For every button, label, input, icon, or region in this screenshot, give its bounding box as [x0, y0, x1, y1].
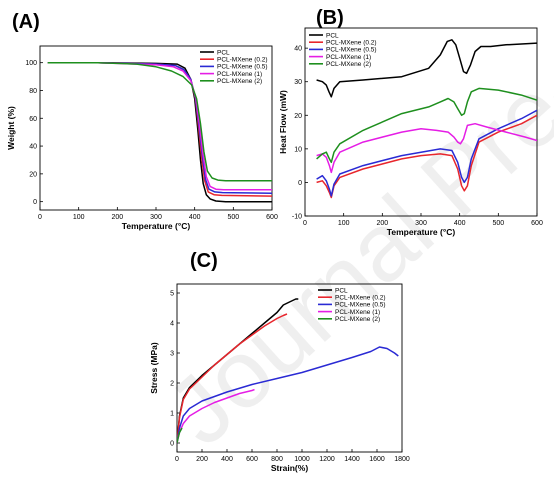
- panel-a-y-axis-label: Weight (%): [6, 106, 16, 150]
- panel-c-plot-frame: [176, 283, 403, 453]
- panel-b-x-tick-label: 0: [303, 220, 307, 227]
- panel-c-label: (C): [190, 250, 218, 272]
- panel-a-series-pcl-mxene-1: [47, 61, 272, 191]
- panel-c-series-pcl-mxene-2: [177, 427, 183, 444]
- panel-b-x-axis-label: Temperature (°C): [387, 227, 456, 237]
- panel-a-y-tick-label: 60: [29, 116, 37, 123]
- panel-a-series-pcl-mxene-2: [47, 61, 272, 182]
- panel-a-x-tick-label: 200: [111, 214, 123, 221]
- panel-c-legend-label: PCL-MXene (0.5): [335, 302, 386, 309]
- panel-a-y-tick-label: 100: [25, 60, 37, 67]
- panel-a-legend-label: PCL-MXene (2): [217, 78, 262, 85]
- panel-b-x-tick-label: 600: [531, 220, 543, 227]
- panel-b-y-tick-label: 20: [294, 113, 302, 120]
- panel-c-x-tick-label: 600: [246, 456, 258, 463]
- panel-a-x-tick-label: 100: [73, 214, 85, 221]
- watermark: Journal Pre-proof: [147, 0, 554, 466]
- panel-c-x-tick-label: 400: [221, 456, 233, 463]
- panel-a-y-tick-label: 40: [29, 144, 37, 151]
- panel-b-x-tick-label: 400: [454, 220, 466, 227]
- panel-a-legend-label: PCL: [217, 49, 230, 56]
- panel-b-series-pcl: [316, 39, 537, 98]
- panel-c-x-tick-label: 1000: [294, 456, 310, 463]
- panel-a-y-tick-label: 0: [33, 199, 37, 206]
- panel-b-series-pcl-mxene-0-5: [316, 109, 537, 197]
- panel-b-legend-label: PCL-MXene (1): [326, 54, 371, 61]
- panel-b-y-axis-label: Heat Flow (mW): [278, 90, 288, 154]
- panel-a-y-tick-label: 20: [29, 171, 37, 178]
- panel-b-series-pcl-mxene-1: [316, 122, 537, 174]
- panel-c-x-tick-label: 800: [271, 456, 283, 463]
- panel-a-x-tick-label: 300: [150, 214, 162, 221]
- panel-c-series-pcl-mxene-0-2: [177, 313, 288, 444]
- panel-b-legend-label: PCL-MXene (0.2): [326, 40, 377, 47]
- panel-a-y-tick-label: 80: [29, 88, 37, 95]
- panel-a-label: (A): [12, 11, 40, 33]
- panel-b-legend-label: PCL-MXene (2): [326, 61, 371, 68]
- panel-b-y-tick-label: 10: [294, 146, 302, 153]
- panel-b-legend-label: PCL: [326, 32, 339, 39]
- panel-c-y-tick-label: 2: [170, 381, 174, 388]
- panel-c-legend-label: PCL-MXene (0.2): [335, 295, 386, 302]
- panel-c-x-tick-label: 1200: [319, 456, 335, 463]
- panel-b-heat-flow-chart: (B)0 100 200 300 400 500 600-10010203040Temper…: [278, 7, 543, 237]
- panel-a-x-tick-label: 500: [227, 214, 239, 221]
- panel-a-legend-label: PCL-MXene (0.2): [217, 57, 268, 64]
- panel-b-x-tick-label: 100: [338, 220, 350, 227]
- panel-b-x-tick-label: 300: [415, 220, 427, 227]
- panel-c-y-tick-label: 3: [170, 351, 174, 358]
- panel-c-x-tick-label: 1800: [394, 456, 410, 463]
- panel-c-legend-label: PCL: [335, 287, 348, 294]
- panel-b-y-tick-label: 0: [298, 180, 302, 187]
- panel-a-series-pcl: [47, 61, 272, 203]
- watermark-text: Journal Pre-proof: [147, 0, 554, 466]
- panel-c-x-axis-label: Strain(%): [271, 463, 308, 473]
- panel-b-x-tick-label: 200: [376, 220, 388, 227]
- panel-a-x-axis-label: Temperature (°C): [122, 221, 191, 231]
- panel-b-series-pcl-mxene-2: [316, 87, 537, 164]
- panel-c-x-tick-label: 200: [196, 456, 208, 463]
- panel-a-legend-label: PCL-MXene (1): [217, 71, 262, 78]
- panel-c-y-axis-label: Stress (MPa): [149, 342, 159, 394]
- panel-b-y-tick-label: 30: [294, 79, 302, 86]
- panel-a-x-tick-label: 600: [266, 214, 278, 221]
- panel-b-y-tick-label: 40: [294, 46, 302, 53]
- panel-a-legend-label: PCL-MXene (0.5): [217, 64, 268, 71]
- panel-a-x-tick-label: 0: [38, 214, 42, 221]
- panel-b-series-pcl-mxene-0-2: [316, 114, 537, 199]
- panel-c-legend-label: PCL-MXene (1): [335, 309, 380, 316]
- panel-c-y-tick-label: 4: [170, 321, 174, 328]
- panel-b-x-tick-label: 500: [492, 220, 504, 227]
- panel-b-label: (B): [316, 7, 344, 29]
- panel-c-y-tick-label: 0: [170, 441, 174, 448]
- panel-c-y-tick-label: 5: [170, 291, 174, 298]
- panel-a-weight-chart: (A) 0 100 200 300 400 500 600 0 20 40 60 80 100 Temper…: [6, 11, 278, 231]
- panel-b-legend-label: PCL-MXene (0.5): [326, 47, 377, 54]
- panel-c-stress-strain-chart: (C) 0 200 400 600 800 1000 1200 1400 1600 1800 0 1 2 3…: [149, 250, 410, 473]
- panel-c-series-pcl-mxene-0-5: [177, 346, 399, 444]
- panel-c-x-tick-label: 1600: [369, 456, 385, 463]
- panel-c-x-tick-label: 0: [175, 456, 179, 463]
- panel-c-legend-label: PCL-MXene (2): [335, 316, 380, 323]
- panel-c-y-tick-label: 1: [170, 411, 174, 418]
- panel-a-x-tick-label: 400: [189, 214, 201, 221]
- panel-b-y-tick-label: -10: [292, 214, 302, 221]
- panel-c-x-tick-label: 1400: [344, 456, 360, 463]
